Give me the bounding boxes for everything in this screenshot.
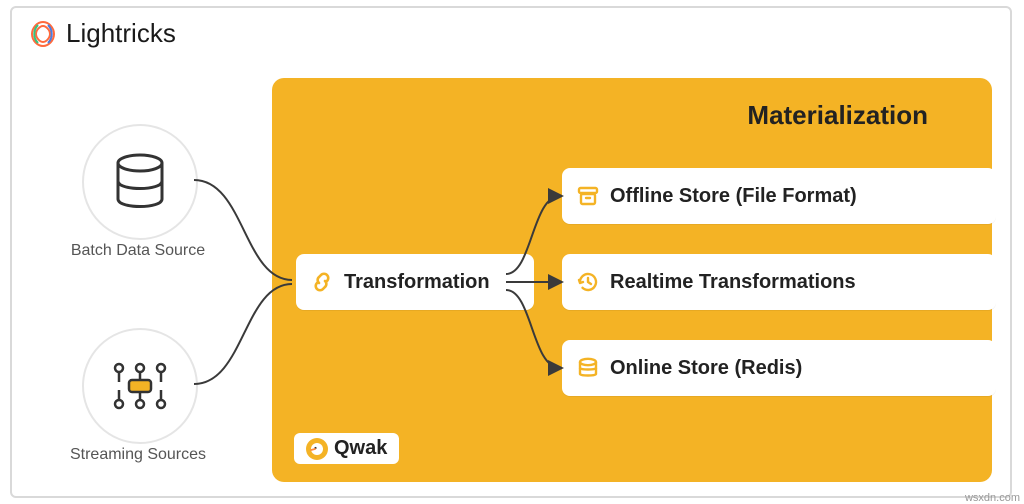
streaming-source-label: Streaming Sources bbox=[48, 446, 228, 464]
realtime-label: Realtime Transformations bbox=[610, 271, 856, 294]
qwak-label: Qwak bbox=[334, 437, 387, 460]
archive-icon bbox=[576, 184, 600, 208]
streaming-icon bbox=[109, 360, 171, 412]
panel-title: Materialization bbox=[747, 100, 928, 131]
qwak-icon bbox=[306, 438, 328, 460]
streaming-source-node bbox=[82, 328, 198, 444]
transformation-label: Transformation bbox=[344, 271, 490, 294]
watermark-text: wsxdn.com bbox=[965, 492, 1020, 504]
online-store-box: Online Store (Redis) bbox=[562, 340, 996, 396]
batch-source-label: Batch Data Source bbox=[48, 242, 228, 260]
lightricks-icon bbox=[28, 19, 58, 49]
online-store-label: Online Store (Redis) bbox=[610, 357, 802, 380]
brand-name: Lightricks bbox=[66, 18, 176, 49]
batch-source-node bbox=[82, 124, 198, 240]
transformation-box: Transformation bbox=[296, 254, 534, 310]
offline-store-box: Offline Store (File Format) bbox=[562, 168, 996, 224]
history-icon bbox=[576, 270, 600, 294]
realtime-box: Realtime Transformations bbox=[562, 254, 996, 310]
brand-logo: Lightricks bbox=[28, 18, 176, 49]
database-icon bbox=[113, 153, 167, 211]
materialization-panel: Materialization Transformation Offline S… bbox=[272, 78, 992, 482]
database-online-icon bbox=[576, 356, 600, 380]
diagram-frame: Lightricks Batch Data Source bbox=[10, 6, 1012, 498]
qwak-badge: Qwak bbox=[294, 433, 399, 464]
offline-store-label: Offline Store (File Format) bbox=[610, 185, 857, 208]
link-icon bbox=[310, 270, 334, 294]
